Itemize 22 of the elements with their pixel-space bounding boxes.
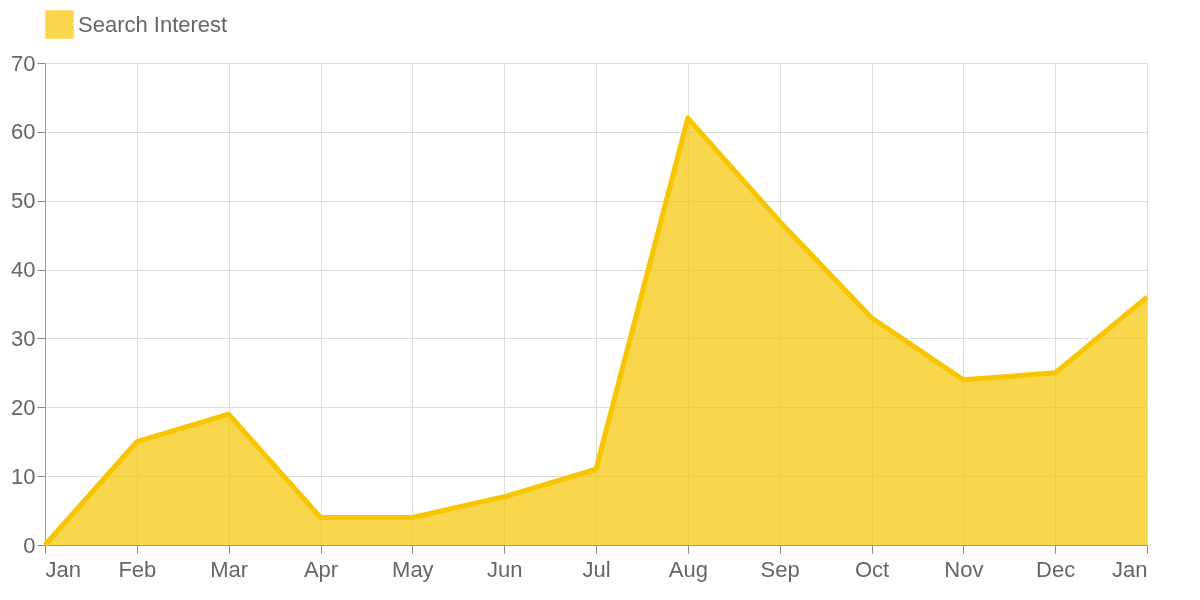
- x-tick-label: Aug: [668, 556, 708, 582]
- y-tick-label: 70: [11, 50, 36, 76]
- x-tick-label: Sep: [760, 556, 800, 582]
- y-tick-label: 30: [11, 325, 36, 351]
- x-tick-label: Oct: [854, 556, 890, 582]
- y-tick-label: 10: [11, 463, 36, 489]
- x-tick-label: Dec: [1036, 556, 1076, 582]
- x-tick-label: Jun: [486, 556, 523, 582]
- x-tick-label: Jul: [582, 556, 611, 582]
- x-tick-label: Jan: [45, 556, 81, 582]
- y-tick-label: 50: [11, 188, 36, 214]
- y-tick-label: 60: [11, 119, 36, 145]
- x-tick-label: May: [392, 556, 434, 582]
- x-tick-label: Apr: [303, 556, 339, 582]
- y-tick-label: 20: [11, 394, 36, 420]
- legend-label: Search Interest: [78, 11, 228, 37]
- x-tick-label: Mar: [210, 556, 249, 582]
- x-tick-label: Nov: [944, 556, 984, 582]
- x-tick-label: Jan: [1112, 556, 1148, 582]
- y-tick-label: 40: [11, 257, 36, 283]
- x-tick-label: Feb: [118, 556, 157, 582]
- y-tick-label: 0: [23, 532, 36, 558]
